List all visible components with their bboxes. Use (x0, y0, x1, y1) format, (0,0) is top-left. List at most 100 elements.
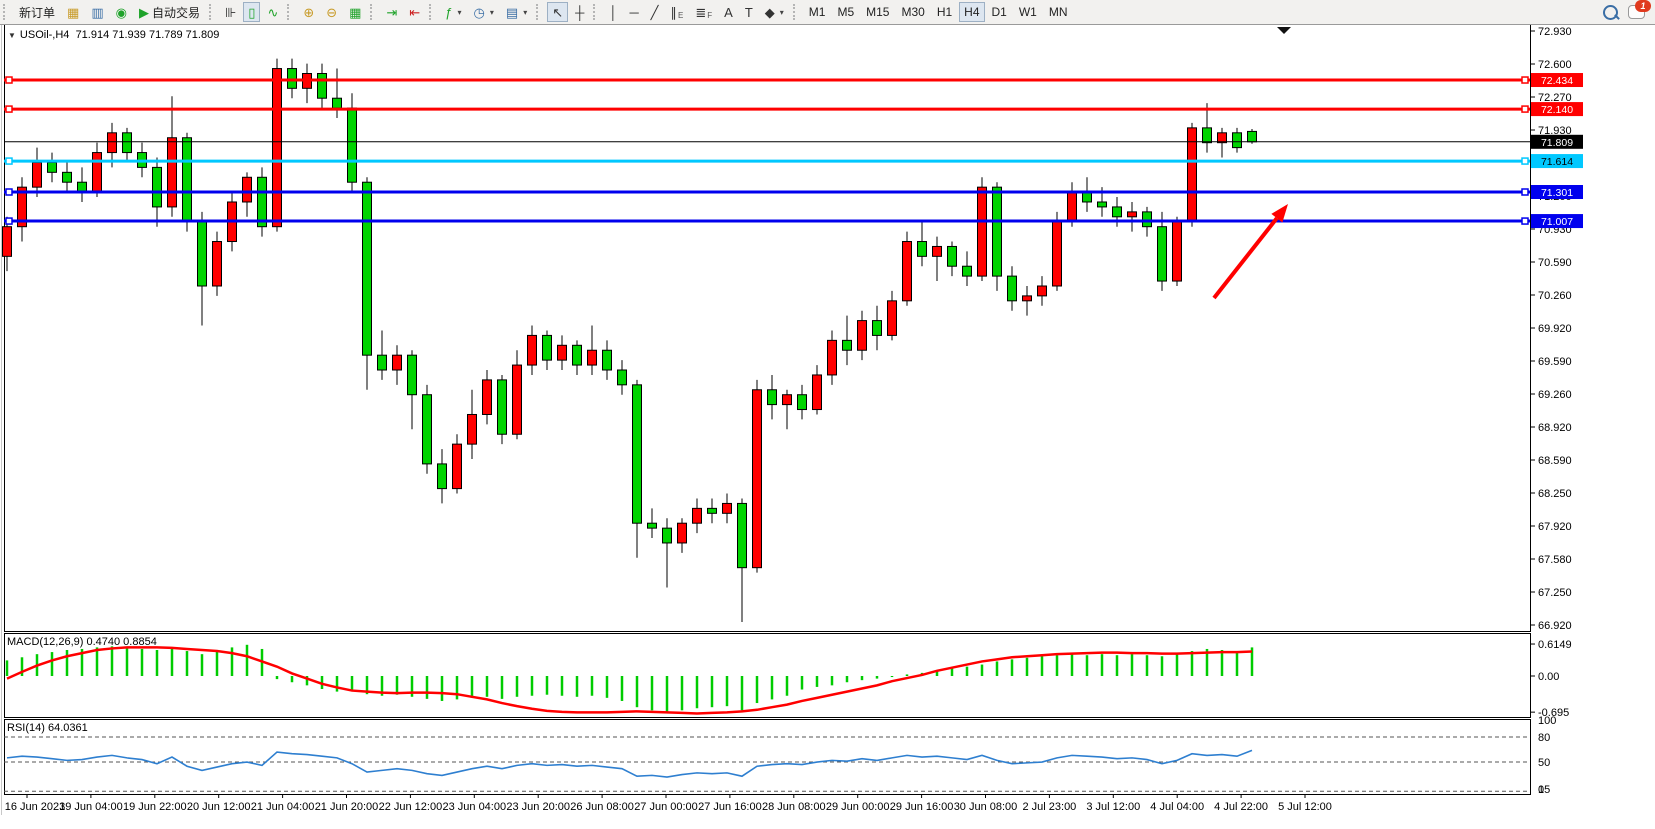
timeframe-m30-label: M30 (901, 5, 925, 19)
trend-arrow-annotation[interactable] (1212, 204, 1288, 300)
tile-windows-button[interactable]: ▦ (344, 2, 366, 22)
line-chart-button[interactable]: ∿ (262, 2, 283, 22)
crosshair-icon: ┼ (575, 4, 585, 20)
svg-text:16 Jun 2023: 16 Jun 2023 (5, 801, 66, 813)
signals-icon-icon: ◉ (115, 4, 127, 20)
toolbar-grip (429, 4, 436, 20)
autotrading-button[interactable]: ▶ 自动交易 (134, 2, 205, 22)
market-watch-icon[interactable]: ▥ (86, 2, 108, 22)
timeframe-m5[interactable]: M5 (832, 2, 859, 22)
chevron-down-icon[interactable]: ▾ (457, 7, 462, 17)
timeframe-h1[interactable]: H1 (932, 2, 957, 22)
vertical-line-button[interactable]: │ (604, 2, 622, 22)
fibonacci-icon: ≣ (695, 4, 707, 20)
timeframe-m1[interactable]: M1 (804, 2, 831, 22)
svg-text:68.250: 68.250 (1538, 488, 1572, 500)
chart-window-icon-icon: ▦ (67, 4, 80, 20)
fibonacci-button[interactable]: ≣ F (690, 2, 717, 22)
svg-text:80: 80 (1538, 732, 1550, 744)
zoom-out-icon: ⊖ (326, 4, 338, 20)
svg-text:68.920: 68.920 (1538, 422, 1572, 434)
timeframe-m30[interactable]: M30 (896, 2, 929, 22)
periods-button[interactable]: ◷ ▾ (469, 2, 499, 22)
svg-text:69.920: 69.920 (1538, 323, 1572, 335)
search-icon[interactable] (1603, 4, 1618, 20)
chevron-down-icon[interactable]: ▾ (489, 7, 494, 17)
svg-text:2 Jul 23:00: 2 Jul 23:00 (1022, 801, 1076, 813)
svg-text:19 Jun 22:00: 19 Jun 22:00 (123, 801, 187, 813)
svg-text:71.930: 71.930 (1538, 125, 1572, 137)
timeframe-h1-label: H1 (936, 5, 953, 19)
crosshair-button[interactable]: ┼ (570, 2, 589, 22)
notifications-icon[interactable]: 1 (1628, 0, 1651, 19)
horizontal-line-button[interactable]: ─ (624, 2, 643, 22)
icon-subscript: F (707, 11, 713, 20)
svg-text:15: 15 (1538, 784, 1550, 796)
svg-text:19 Jun 04:00: 19 Jun 04:00 (59, 801, 123, 813)
timeframe-h4[interactable]: H4 (959, 2, 985, 22)
toolbar-grip (208, 4, 216, 20)
svg-text:30 Jun 08:00: 30 Jun 08:00 (954, 801, 1018, 813)
svg-text:26 Jun 08:00: 26 Jun 08:00 (570, 801, 634, 813)
rsi-line (6, 749, 1253, 778)
timeframe-d1-label: D1 (991, 5, 1007, 19)
svg-text:29 Jun 16:00: 29 Jun 16:00 (890, 801, 954, 813)
toolbar: 新订单 ▦ ▥ ◉ ▶ 自动交易 ⊪ ▯ ∿ ⊕ ⊖ ▦ ⇥ ⇤ ƒ ▾ ◷ ▾ ▤ ▾ ↖ ┼ │ ─ ╱ ∥ E ≣ F A T ◆ ▾ M1… (0, 0, 1655, 25)
svg-text:67.250: 67.250 (1538, 587, 1572, 599)
cursor-button[interactable]: ↖ (547, 2, 569, 22)
chart-symbol-label: USOil-,H4 (19, 29, 70, 41)
chart-collapse-icon[interactable]: ▼ (8, 31, 16, 40)
label-button[interactable]: T (740, 2, 758, 22)
chart-shift-button[interactable]: ⇤ (404, 2, 425, 22)
timeframe-mn[interactable]: MN (1044, 2, 1073, 22)
shapes-icon: ◆ (764, 4, 775, 20)
shapes-button[interactable]: ◆ ▾ (760, 2, 789, 22)
trendline-button[interactable]: ╱ (646, 2, 664, 22)
timeframe-m15[interactable]: M15 (861, 2, 894, 22)
svg-text:71.007: 71.007 (1541, 216, 1573, 228)
timeframe-d1[interactable]: D1 (987, 2, 1012, 22)
templates-button[interactable]: ▤ ▾ (501, 2, 532, 22)
channel-button[interactable]: ∥ E (666, 2, 689, 22)
svg-text:4 Jul 22:00: 4 Jul 22:00 (1214, 801, 1268, 813)
bar-chart-button[interactable]: ⊪ (220, 2, 241, 22)
svg-text:71.301: 71.301 (1541, 187, 1573, 199)
chevron-down-icon[interactable]: ▾ (779, 7, 784, 17)
svg-text:68.590: 68.590 (1538, 455, 1572, 467)
svg-text:50: 50 (1538, 757, 1550, 769)
new-order-button[interactable]: 新订单 (14, 2, 60, 22)
svg-text:72.270: 72.270 (1538, 92, 1572, 104)
rsi-level-lines (4, 736, 1530, 792)
bar-chart-icon: ⊪ (224, 4, 237, 20)
signals-icon[interactable]: ◉ (111, 2, 132, 22)
svg-text:71.614: 71.614 (1541, 156, 1573, 168)
new-order-button-label: 新订单 (19, 5, 56, 20)
timeframe-h4-label: H4 (964, 5, 980, 19)
chevron-down-icon[interactable]: ▾ (523, 7, 528, 17)
templates-icon: ▤ (505, 4, 519, 20)
scroll-marker-icon[interactable] (1277, 27, 1291, 34)
zoom-in-button[interactable]: ⊕ (298, 2, 319, 22)
candlestick-button[interactable]: ▯ (243, 2, 261, 22)
toolbar-grip (536, 4, 543, 20)
icon-subscript: E (678, 11, 684, 20)
svg-text:29 Jun 00:00: 29 Jun 00:00 (826, 801, 890, 813)
svg-text:27 Jun 16:00: 27 Jun 16:00 (698, 801, 762, 813)
indicators-button[interactable]: ƒ ▾ (440, 2, 466, 22)
timeframe-w1[interactable]: W1 (1014, 2, 1042, 22)
text-icon: A (724, 4, 733, 20)
auto-scroll-button[interactable]: ⇥ (381, 2, 402, 22)
svg-text:67.920: 67.920 (1538, 521, 1572, 533)
svg-text:21 Jun 04:00: 21 Jun 04:00 (251, 801, 315, 813)
candles-layer[interactable] (2, 58, 1257, 623)
macd-panel[interactable] (5, 644, 1254, 715)
chart-title[interactable]: ▼ USOil-,H4 71.914 71.939 71.789 71.809 (8, 29, 219, 41)
svg-text:72.140: 72.140 (1541, 104, 1573, 116)
svg-text:23 Jun 20:00: 23 Jun 20:00 (506, 801, 570, 813)
text-button[interactable]: A (719, 2, 738, 22)
chart-window-icon[interactable]: ▦ (62, 2, 84, 22)
zoom-out-button[interactable]: ⊖ (321, 2, 342, 22)
